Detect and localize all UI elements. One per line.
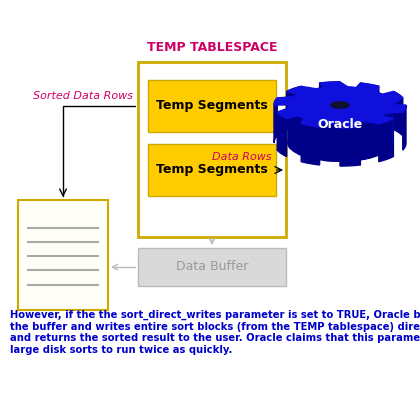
Bar [18,200,108,310]
Polygon shape [274,82,406,128]
Polygon shape [356,120,370,160]
Bar [288,105,392,143]
Polygon shape [389,100,392,143]
Polygon shape [286,87,301,129]
Text: Data Rows: Data Rows [213,152,272,162]
Bar [148,144,276,196]
Text: Temp Segments: Temp Segments [156,100,268,113]
Polygon shape [274,82,406,128]
Polygon shape [301,123,320,165]
Text: Sorted Data Rows: Sorted Data Rows [33,91,133,101]
Polygon shape [379,118,394,162]
Text: However, if the the sort_direct_writes parameter is set to TRUE, Oracle bypasses: However, if the the sort_direct_writes p… [10,310,420,355]
Polygon shape [394,92,403,136]
Polygon shape [291,94,298,137]
Polygon shape [298,116,310,158]
Polygon shape [274,98,277,143]
Polygon shape [370,90,382,132]
Polygon shape [277,112,286,157]
Bar [148,80,276,132]
Polygon shape [310,88,324,128]
Polygon shape [324,122,340,161]
Polygon shape [382,110,389,154]
Ellipse shape [331,102,349,108]
Bar [138,62,286,237]
Bar [138,248,286,286]
Text: Oracle: Oracle [318,118,362,131]
Text: Data Buffer: Data Buffer [176,260,248,273]
Text: Temp Segments: Temp Segments [156,163,268,176]
Polygon shape [360,83,379,124]
Polygon shape [403,105,406,150]
Polygon shape [288,105,291,149]
Polygon shape [320,82,340,121]
Ellipse shape [288,125,392,161]
Polygon shape [340,87,356,126]
Polygon shape [340,127,360,166]
Text: TEMP TABLESPACE: TEMP TABLESPACE [147,41,277,54]
